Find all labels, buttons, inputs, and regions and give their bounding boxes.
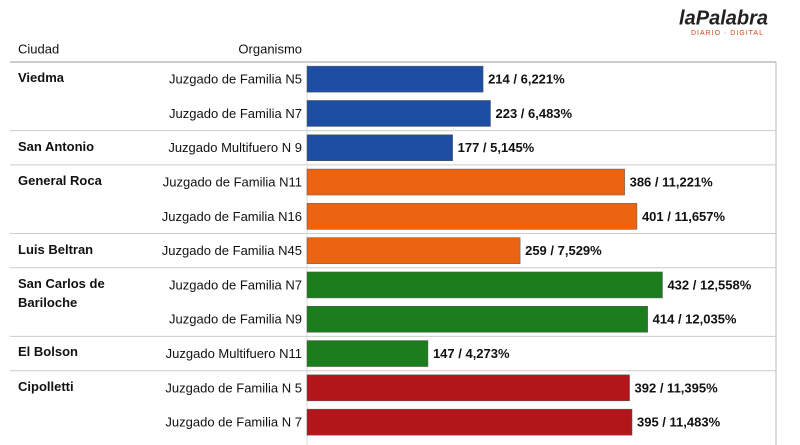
logo-name: laPalabra: [679, 7, 768, 29]
city-label: San Carlos de Bariloche: [18, 275, 105, 310]
column-header: Organismo: [238, 41, 302, 56]
city-cell: Cipolletti: [18, 378, 74, 394]
value-label: 395 / 11,483%: [637, 415, 721, 430]
city-cell: General Roca: [18, 172, 102, 188]
category-label: Juzgado Multifuero N 9: [168, 140, 302, 155]
value-label: 386 / 11,221%: [630, 174, 714, 189]
city-cell: San Antonio: [18, 138, 95, 154]
logo: laPalabra DIARIO · DIGITAL: [679, 7, 768, 37]
category-label: Juzgado de Familia N 5: [165, 380, 302, 395]
city-label: Viedma: [18, 70, 65, 85]
city-label: Cipolletti: [18, 378, 74, 394]
city-label: General Roca: [18, 172, 102, 188]
city-cell: San Carlos de Bariloche: [18, 275, 105, 310]
bar: [306, 306, 648, 333]
value-label: 392 / 11,395%: [635, 380, 719, 395]
value-label: 259 / 7,529%: [525, 243, 602, 258]
value-label: 214 / 6,221%: [488, 72, 565, 87]
city-cell: Viedma: [18, 70, 65, 85]
logo-tagline: DIARIO · DIGITAL: [691, 30, 764, 37]
category-label: Juzgado de Familia N11: [163, 174, 302, 189]
category-label: Juzgado de Familia N 7: [165, 415, 302, 430]
city-cell: Luis Beltran: [18, 241, 94, 257]
column-header: Ciudad: [18, 41, 59, 56]
bar: [306, 408, 633, 436]
category-label: Juzgado Multifuero N11: [166, 346, 302, 361]
category-label: Juzgado de Familia N5: [169, 72, 302, 87]
city-label: El Bolson: [18, 344, 78, 360]
bar: [306, 340, 429, 367]
bar: [306, 374, 630, 402]
value-label: 414 / 12,035%: [653, 312, 737, 327]
category-label: Juzgado de Familia N7: [169, 277, 302, 292]
category-label: Juzgado de Familia N9: [169, 312, 302, 327]
value-label: 223 / 6,483%: [495, 106, 572, 121]
city-label: Luis Beltran: [18, 241, 94, 257]
value-label: 147 / 4,273%: [433, 346, 510, 361]
category-label: Juzgado de Familia N45: [162, 243, 302, 258]
value-label: 432 / 12,558%: [667, 277, 751, 292]
bar: [306, 134, 453, 161]
city-cell: El Bolson: [18, 344, 78, 360]
bar: [306, 168, 625, 196]
category-label: Juzgado de Familia N16: [162, 209, 302, 224]
category-label: Juzgado de Familia N7: [169, 106, 302, 121]
value-label: 177 / 5,145%: [458, 140, 535, 155]
city-label: San Antonio: [18, 138, 95, 154]
bar: [306, 65, 484, 93]
bar: [306, 271, 663, 299]
value-label: 401 / 11,657%: [642, 209, 726, 224]
bar: [306, 100, 491, 127]
bar: [306, 203, 638, 230]
bar: [306, 237, 521, 264]
